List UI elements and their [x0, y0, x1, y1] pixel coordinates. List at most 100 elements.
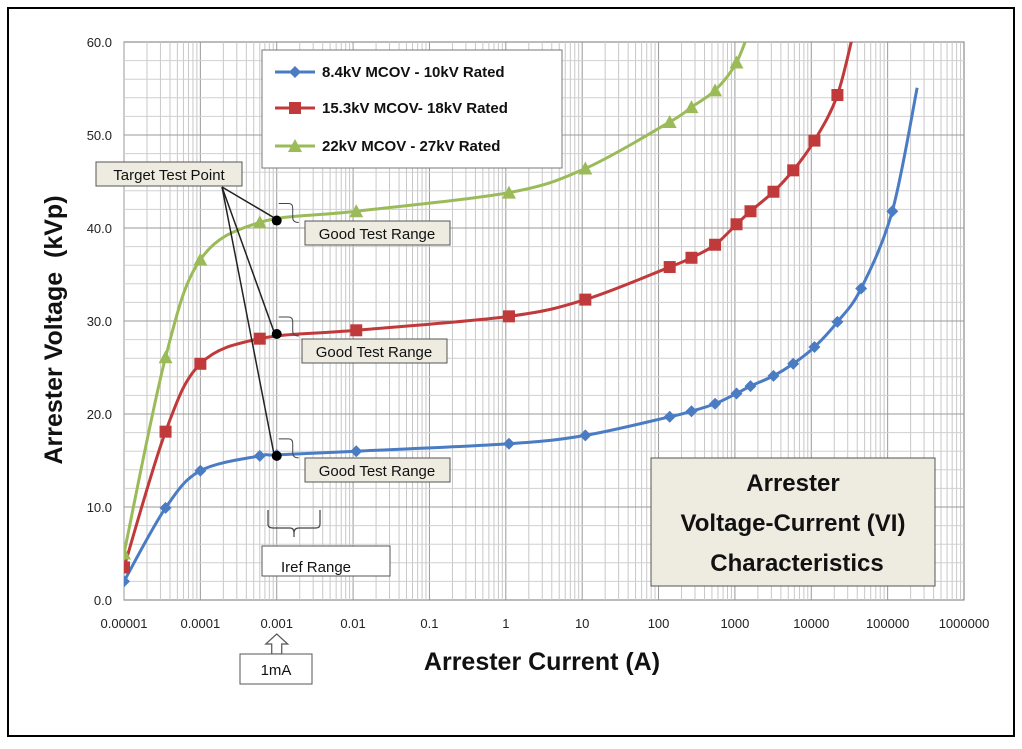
data-point	[767, 369, 780, 382]
x-tick-label: 100000	[866, 616, 909, 631]
data-point	[662, 114, 677, 128]
data-point	[253, 332, 266, 345]
good-test-range-label-3: Good Test Range	[304, 457, 451, 483]
y-axis-title: Arrester Voltage (kVp)	[40, 195, 68, 464]
good-test-range-label-2: Good Test Range	[301, 338, 448, 364]
data-point	[767, 185, 780, 198]
good-range-box	[304, 457, 451, 483]
data-point	[159, 425, 172, 438]
x-tick-label: 0.001	[260, 616, 293, 631]
y-tick-label: 60.0	[87, 35, 112, 50]
good-range-box	[304, 220, 451, 246]
data-point	[579, 293, 592, 306]
legend-label-3: 22kV MCOV - 27kV Rated	[322, 138, 500, 155]
leader-line	[221, 186, 275, 219]
range-bracket	[278, 203, 299, 224]
data-point	[350, 445, 363, 458]
data-point	[744, 205, 757, 218]
x-tick-label: 100	[648, 616, 670, 631]
good-range-text: Good Test Range	[319, 463, 435, 480]
data-point	[349, 204, 364, 218]
y-tick-label: 50.0	[87, 128, 112, 143]
target-point-dot	[271, 450, 282, 461]
y-tick-label: 30.0	[87, 314, 112, 329]
range-bracket	[278, 438, 299, 459]
data-point	[685, 405, 698, 418]
data-point	[193, 252, 208, 266]
data-point	[685, 251, 698, 264]
one-ma-text: 1mA	[261, 662, 292, 679]
data-point	[502, 437, 515, 450]
leader-line	[221, 186, 275, 332]
data-point	[194, 357, 207, 370]
data-point	[501, 185, 516, 199]
one-ma-box	[239, 653, 313, 685]
square-marker-icon	[289, 102, 301, 114]
data-point	[124, 575, 130, 588]
one-ma-label: 1mA	[239, 653, 313, 685]
series-2	[124, 42, 853, 574]
data-point	[831, 89, 844, 102]
target-label-text: Target Test Point	[113, 167, 225, 184]
data-point	[744, 380, 757, 393]
x-tick-label: 10000	[793, 616, 829, 631]
data-point	[709, 397, 722, 410]
iref-bracket	[267, 510, 321, 537]
legend: 8.4kV MCOV - 10kV Rated 15.3kV MCOV- 18k…	[261, 49, 563, 169]
x-tick-label: 0.1	[420, 616, 438, 631]
good-range-text: Good Test Range	[316, 344, 432, 361]
data-point	[124, 546, 131, 560]
data-point	[663, 261, 676, 274]
data-point	[730, 387, 743, 400]
data-point	[787, 357, 800, 370]
y-tick-label: 10.0	[87, 500, 112, 515]
chart-title-box: Arrester Voltage-Current (VI) Characteri…	[650, 457, 936, 587]
data-point	[709, 238, 722, 251]
x-tick-label: 10	[575, 616, 589, 631]
target-label-box	[95, 161, 243, 187]
data-point	[252, 215, 267, 229]
target-point-dot	[271, 215, 282, 226]
chart-title-line-3: Characteristics	[710, 550, 883, 577]
y-tick-label: 0.0	[94, 593, 112, 608]
iref-text: Iref Range	[281, 559, 351, 576]
data-point	[787, 164, 800, 177]
x-tick-label: 1000000	[939, 616, 990, 631]
data-point	[684, 100, 699, 114]
y-tick-label: 40.0	[87, 221, 112, 236]
data-point	[730, 218, 743, 231]
legend-label-1: 8.4kV MCOV - 10kV Rated	[322, 64, 505, 81]
data-point	[831, 315, 844, 328]
data-point	[886, 205, 899, 218]
legend-item-3: 22kV MCOV - 27kV Rated	[275, 138, 500, 155]
legend-item-2: 15.3kV MCOV- 18kV Rated	[275, 100, 508, 117]
axes: 0.00001 0.0001 0.001 0.01 0.1 1 10 100 1000 10000…	[87, 35, 990, 631]
triangle-marker-icon	[288, 139, 302, 152]
x-tick-label: 1000	[720, 616, 749, 631]
series-3	[124, 42, 747, 560]
good-test-range-label-1: Good Test Range	[304, 220, 451, 246]
annotation-layer: Target Test Point Good Test Range Good Tes…	[95, 161, 451, 685]
data-point	[855, 282, 868, 295]
y-tick-label: 20.0	[87, 407, 112, 422]
diamond-marker-icon	[289, 66, 301, 78]
x-tick-label: 0.01	[340, 616, 365, 631]
range-bracket	[278, 316, 299, 337]
leader-line	[221, 186, 275, 453]
good-range-text: Good Test Range	[319, 226, 435, 243]
data-point	[350, 324, 363, 337]
x-tick-label: 1	[502, 616, 509, 631]
legend-item-1: 8.4kV MCOV - 10kV Rated	[275, 64, 505, 81]
x-axis-title: Arrester Current (A)	[424, 648, 660, 676]
data-point	[159, 501, 172, 514]
x-tick-label: 0.0001	[180, 616, 220, 631]
data-point	[663, 410, 676, 423]
target-test-point-label: Target Test Point	[95, 161, 243, 187]
data-point	[808, 341, 821, 354]
data-point	[253, 449, 266, 462]
data-point	[158, 350, 173, 364]
iref-range-label: Iref Range	[261, 545, 391, 577]
data-point	[124, 561, 130, 574]
